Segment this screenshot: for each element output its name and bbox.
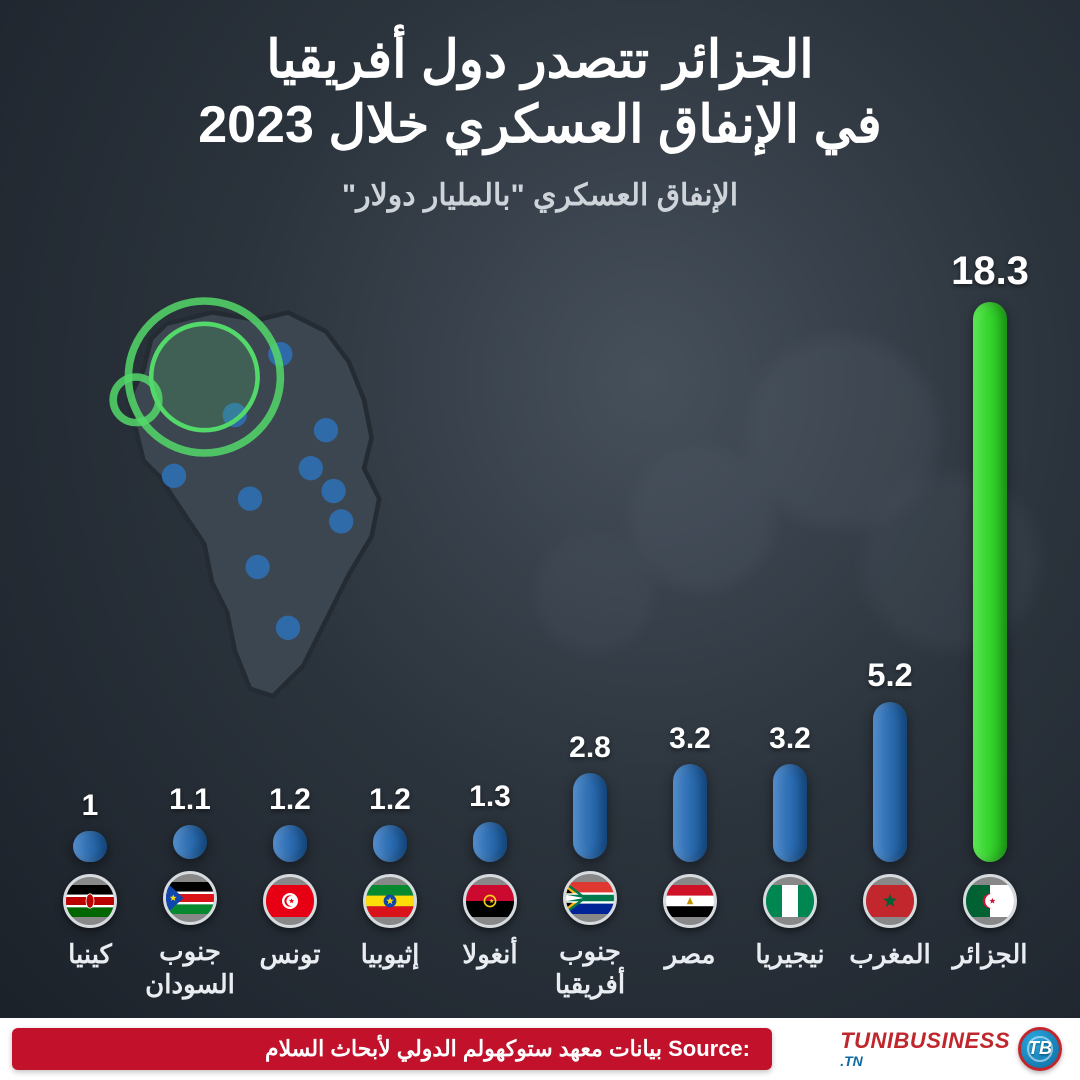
bar-value: 1.3 bbox=[469, 780, 511, 814]
flag-icon bbox=[163, 871, 217, 925]
country-name: جنوبأفريقيا bbox=[555, 935, 625, 1000]
country-name: مصر bbox=[665, 938, 716, 1000]
flag-icon bbox=[263, 874, 317, 928]
source-bar: Source: بيانات معهد ستوكهولم الدولي لأبح… bbox=[12, 1028, 772, 1070]
brand-name: TUNIBUSINESS bbox=[840, 1030, 1010, 1052]
infographic-canvas: الجزائر تتصدر دول أفريقيا في الإنفاق الع… bbox=[0, 0, 1080, 1080]
brand-logo: TUNIBUSINESS .TN TB bbox=[840, 1026, 1062, 1072]
country-name: نيجيريا bbox=[755, 938, 824, 1000]
country-name: كينيا bbox=[68, 938, 112, 1000]
flag-icon bbox=[363, 874, 417, 928]
flag-icon bbox=[763, 874, 817, 928]
bar bbox=[573, 773, 607, 859]
flag-icon bbox=[663, 874, 717, 928]
brand-badge-icon: TB bbox=[1018, 1027, 1062, 1071]
bar bbox=[473, 822, 507, 862]
bar-value: 5.2 bbox=[867, 656, 913, 694]
bar-col: 1 كينيا bbox=[40, 230, 140, 1000]
country-name: جنوبالسودان bbox=[145, 935, 235, 1000]
country-name: أنغولا bbox=[462, 938, 517, 1000]
bar bbox=[773, 764, 807, 862]
subtitle: الإنفاق العسكري "بالمليار دولار" bbox=[0, 178, 1080, 213]
source-text: بيانات معهد ستوكهولم الدولي لأبحاث السلا… bbox=[265, 1036, 662, 1062]
country-name: تونس bbox=[259, 938, 320, 1000]
bar-col: 1.2 إثيوبيا bbox=[340, 230, 440, 1000]
bar-col: 5.2 المغرب bbox=[840, 230, 940, 1000]
country-name: إثيوبيا bbox=[361, 938, 420, 1000]
source-label: Source: bbox=[668, 1036, 750, 1062]
bar-col: 3.2 مصر bbox=[640, 230, 740, 1000]
bar-col: 1.1 جنوبالسودان bbox=[140, 230, 240, 1000]
bar bbox=[273, 825, 307, 862]
bar bbox=[73, 831, 107, 862]
bar-value: 1 bbox=[82, 789, 99, 823]
bar-col: 1.2 تونس bbox=[240, 230, 340, 1000]
bar-value: 18.3 bbox=[951, 249, 1029, 294]
main-title: الجزائر تتصدر دول أفريقيا في الإنفاق الع… bbox=[0, 28, 1080, 158]
bar-value: 1.1 bbox=[169, 783, 211, 817]
flag-icon bbox=[863, 874, 917, 928]
title-line-1: الجزائر تتصدر دول أفريقيا bbox=[0, 28, 1080, 93]
bar-col: 2.8 جنوبأفريقيا bbox=[540, 230, 640, 1000]
flag-icon bbox=[563, 871, 617, 925]
bar bbox=[373, 825, 407, 862]
bar bbox=[973, 302, 1007, 862]
bar-col: 3.2 نيجيريا bbox=[740, 230, 840, 1000]
bar-col: 1.3 أنغولا bbox=[440, 230, 540, 1000]
bar bbox=[873, 702, 907, 861]
flag-icon bbox=[463, 874, 517, 928]
bar-value: 3.2 bbox=[669, 722, 711, 756]
bar bbox=[173, 825, 207, 859]
bar-value: 3.2 bbox=[769, 722, 811, 756]
title-line-2: في الإنفاق العسكري خلال 2023 bbox=[0, 93, 1080, 158]
bar-value: 1.2 bbox=[369, 783, 411, 817]
country-name: المغرب bbox=[849, 938, 931, 1000]
brand-tld: .TN bbox=[840, 1054, 1010, 1068]
footer-bar: Source: بيانات معهد ستوكهولم الدولي لأبح… bbox=[0, 1018, 1080, 1080]
country-name: الجزائر bbox=[952, 938, 1027, 1000]
brand-logo-text: TUNIBUSINESS .TN bbox=[840, 1030, 1010, 1068]
bar-col: 18.3 الجزائر bbox=[940, 230, 1040, 1000]
bar-value: 2.8 bbox=[569, 731, 611, 765]
bar bbox=[673, 764, 707, 862]
bar-value: 1.2 bbox=[269, 783, 311, 817]
flag-icon bbox=[63, 874, 117, 928]
flag-icon bbox=[963, 874, 1017, 928]
bar-chart: 18.3 الجزائر 5.2 المغرب 3.2 نيجيريا 3.2 مصر 2.8 ج… bbox=[40, 230, 1040, 1000]
